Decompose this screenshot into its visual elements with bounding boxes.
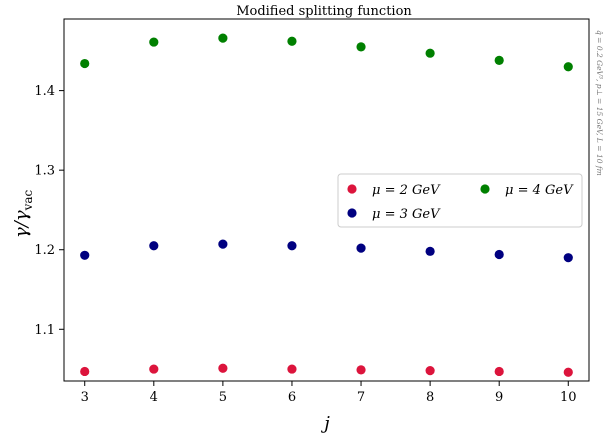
x-axis-label: j — [320, 413, 330, 434]
data-point-series-2 — [149, 241, 159, 251]
data-point-series-1 — [356, 365, 366, 375]
legend-label: μ = 3 GeV — [372, 207, 441, 222]
legend-marker — [480, 184, 490, 194]
data-point-series-1 — [149, 364, 159, 374]
data-point-series-2 — [218, 239, 228, 249]
data-point-series-3 — [80, 58, 90, 69]
data-point-series-3 — [218, 33, 228, 43]
data-point-series-1 — [287, 364, 297, 374]
legend-box — [337, 173, 583, 228]
y-axis-label-subscript: vac — [21, 189, 35, 211]
data-point-series-3 — [425, 48, 435, 58]
plot-area — [63, 18, 590, 382]
data-point-series-1 — [563, 367, 573, 377]
chart-title: Modified splitting function — [236, 4, 412, 19]
y-axis: 1.1 1.2 1.3 1.4 — [34, 84, 64, 338]
y-tick-label: 1.1 — [34, 323, 55, 338]
y-tick-label: 1.3 — [34, 164, 55, 179]
data-point-series-3 — [287, 36, 297, 46]
x-tick-label: 4 — [150, 390, 158, 405]
x-tick-label: 3 — [81, 390, 89, 405]
data-point-series-2 — [356, 243, 366, 253]
y-axis-label: γ/γvac — [11, 189, 35, 238]
x-tick-label: 8 — [426, 390, 434, 405]
y-tick-label: 1.2 — [34, 243, 55, 258]
data-point-series-2 — [287, 241, 297, 251]
x-tick-label: 6 — [288, 390, 296, 405]
x-axis: 3 4 5 6 7 8 9 10 — [81, 381, 577, 405]
parameter-annotation: q̂ = 0.2 GeV³, p⊥ = 15 GeV, L = 10 fm — [595, 30, 604, 176]
data-point-series-2 — [563, 253, 573, 263]
data-points — [80, 33, 573, 377]
legend-marker — [347, 208, 357, 218]
legend: μ = 2 GeV μ = 3 GeV μ = 4 GeV — [337, 173, 583, 228]
data-point-series-3 — [149, 37, 159, 47]
data-point-series-2 — [425, 246, 435, 256]
x-tick-label: 10 — [560, 390, 577, 405]
data-point-series-1 — [218, 363, 228, 373]
data-point-series-2 — [494, 249, 504, 260]
data-point-series-1 — [425, 366, 435, 376]
y-tick-label: 1.4 — [34, 84, 55, 99]
data-point-series-1 — [80, 366, 90, 377]
y-axis-label-main: γ/γ — [11, 210, 32, 238]
x-tick-label: 5 — [219, 390, 227, 405]
x-tick-label: 9 — [495, 390, 503, 405]
data-point-series-2 — [80, 250, 90, 260]
legend-label: μ = 2 GeV — [372, 183, 441, 198]
data-point-series-3 — [563, 62, 573, 72]
data-point-series-3 — [494, 55, 504, 65]
data-point-series-1 — [494, 366, 504, 377]
x-tick-label: 7 — [357, 390, 365, 405]
legend-label: μ = 4 GeV — [505, 183, 574, 198]
legend-marker — [347, 184, 357, 194]
data-point-series-3 — [356, 42, 366, 52]
